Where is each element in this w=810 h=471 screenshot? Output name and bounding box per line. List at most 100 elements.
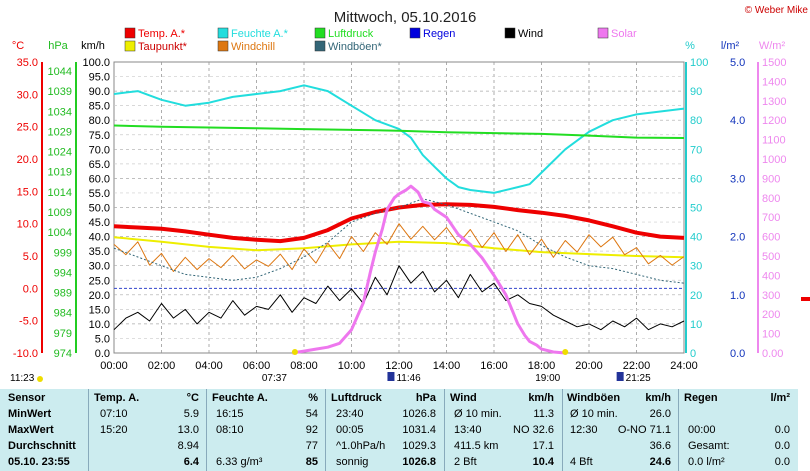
- tick-label-time: 06:00: [243, 360, 271, 372]
- series-line-1: [113, 124, 685, 139]
- series-line-7: [291, 184, 566, 355]
- tick-label-wind: 25.0: [89, 275, 110, 287]
- credit-text: © Weber Mike: [745, 5, 809, 16]
- legend-label-0: Temp. A.*: [138, 28, 186, 40]
- legend-label-6: Taupunkt*: [138, 41, 188, 53]
- tick-label-time: 22:00: [623, 360, 651, 372]
- tick-label-temp: 20.0: [17, 154, 38, 166]
- temp-time: 15:20: [100, 424, 128, 436]
- row-label: MaxWert: [8, 424, 54, 436]
- temp-value: 6.4: [183, 456, 199, 468]
- rain-value: 0.0: [774, 424, 790, 436]
- rain-time: 00:00: [688, 424, 716, 436]
- tick-label-temp: 25.0: [17, 122, 38, 134]
- tick-label-solar: 1000: [762, 154, 786, 166]
- tick-label-pressure: 1009: [48, 207, 72, 219]
- tick-label-solar: 100: [762, 329, 780, 341]
- legend-label-4: Wind: [518, 28, 543, 40]
- unit-percent: %: [685, 40, 695, 52]
- tick-label-wind: 75.0: [89, 130, 110, 142]
- wind-time: 411.5 km: [454, 440, 499, 452]
- gust-value: O-NO 71.1: [617, 424, 671, 436]
- tick-label-humidity: 60: [690, 173, 702, 185]
- tick-label-solar: 1300: [762, 96, 786, 108]
- tick-label-pressure: 979: [54, 328, 72, 340]
- tick-label-pressure: 1039: [48, 86, 72, 98]
- tick-label-solar: 0.00: [762, 348, 783, 360]
- tick-label-wind: 90.0: [89, 86, 110, 98]
- sun-icon: [37, 376, 43, 382]
- tick-label-temp: -10.0: [13, 348, 38, 360]
- tick-label-temp: 5.0: [23, 251, 38, 263]
- tick-label-wind: 35.0: [89, 246, 110, 258]
- temp-time: 07:10: [100, 408, 128, 420]
- corner-time: 11:23: [10, 373, 35, 384]
- humidity-value: 85: [305, 456, 318, 468]
- side-marker-red: [801, 297, 810, 301]
- row-label: Durchschnitt: [8, 440, 76, 452]
- unit-hpa: hPa: [48, 40, 68, 52]
- legend-label-7: Windchill: [231, 41, 275, 53]
- table-divider: [325, 389, 326, 471]
- tick-label-wind: 30.0: [89, 261, 110, 273]
- tick-label-solar: 400: [762, 270, 780, 282]
- header-rain-unit: l/m²: [770, 392, 790, 404]
- tick-label-solar: 900: [762, 173, 780, 185]
- rain-time: Gesamt:: [688, 440, 730, 452]
- tick-label-pressure: 994: [54, 267, 72, 279]
- gust-time: Ø 10 min.: [570, 408, 618, 420]
- gust-value: 26.0: [649, 408, 671, 420]
- header-sensor: Sensor: [8, 392, 46, 404]
- legend-swatch-0: [124, 27, 136, 39]
- wind-time: 2 Bft: [454, 456, 477, 468]
- tick-label-time: 10:00: [338, 360, 366, 372]
- tick-label-solar: 500: [762, 251, 780, 263]
- humidity-value: 54: [305, 408, 318, 420]
- tick-label-wind: 70.0: [89, 144, 110, 156]
- tick-label-humidity: 30: [690, 261, 702, 273]
- pressure-value: 1026.8: [402, 456, 436, 468]
- tick-label-solar: 1500: [762, 57, 786, 69]
- unit-rain: l/m²: [721, 40, 740, 52]
- header-temp-unit: °C: [186, 392, 199, 404]
- tick-label-pressure: 984: [54, 308, 72, 320]
- temp-value: 5.9: [183, 408, 199, 420]
- temp-value: 8.94: [177, 440, 199, 452]
- legend-label-1: Feuchte A.*: [231, 28, 289, 40]
- tick-label-pressure: 1019: [48, 167, 72, 179]
- tick-label-time: 16:00: [480, 360, 508, 372]
- tick-label-wind: 10.0: [89, 319, 110, 331]
- tick-label-solar: 600: [762, 232, 780, 244]
- sunset-time: 19:00: [535, 373, 560, 384]
- moonset-time: 21:25: [626, 373, 651, 384]
- wind-time: Ø 10 min.: [454, 408, 502, 420]
- legend-swatch-7: [217, 40, 229, 52]
- tick-label-solar: 1400: [762, 76, 786, 88]
- wind-value: 11.3: [533, 408, 554, 420]
- tick-label-pressure: 1044: [48, 66, 72, 78]
- row-label: MinWert: [8, 408, 52, 420]
- tick-label-pressure: 974: [54, 348, 72, 360]
- tick-label-solar: 1200: [762, 115, 786, 127]
- tick-label-temp: 35.0: [17, 57, 38, 69]
- tick-label-time: 00:00: [100, 360, 128, 372]
- tick-label-pressure: 1034: [48, 106, 72, 118]
- tick-label-temp: 0.0: [23, 283, 38, 295]
- series-group: [113, 84, 685, 355]
- tick-label-rain: 1.0: [730, 290, 745, 302]
- header-humidity: Feuchte A.: [212, 392, 268, 404]
- tick-label-rain: 4.0: [730, 115, 745, 127]
- sunrise-icon: [291, 349, 298, 355]
- chart-title: Mittwoch, 05.10.2016: [334, 9, 477, 26]
- legend-swatch-3: [409, 27, 421, 39]
- sunrise-time: 07:37: [262, 373, 287, 384]
- tick-label-temp: 30.0: [17, 89, 38, 101]
- gust-time: 4 Bft: [570, 456, 593, 468]
- wind-value: 17.1: [532, 440, 554, 452]
- tick-label-solar: 300: [762, 290, 780, 302]
- tick-label-wind: 50.0: [89, 203, 110, 215]
- pressure-time: 23:40: [336, 408, 364, 420]
- header-gust: Windböen: [567, 392, 621, 404]
- humidity-value: 77: [305, 440, 318, 452]
- gust-time: 12:30: [570, 424, 598, 436]
